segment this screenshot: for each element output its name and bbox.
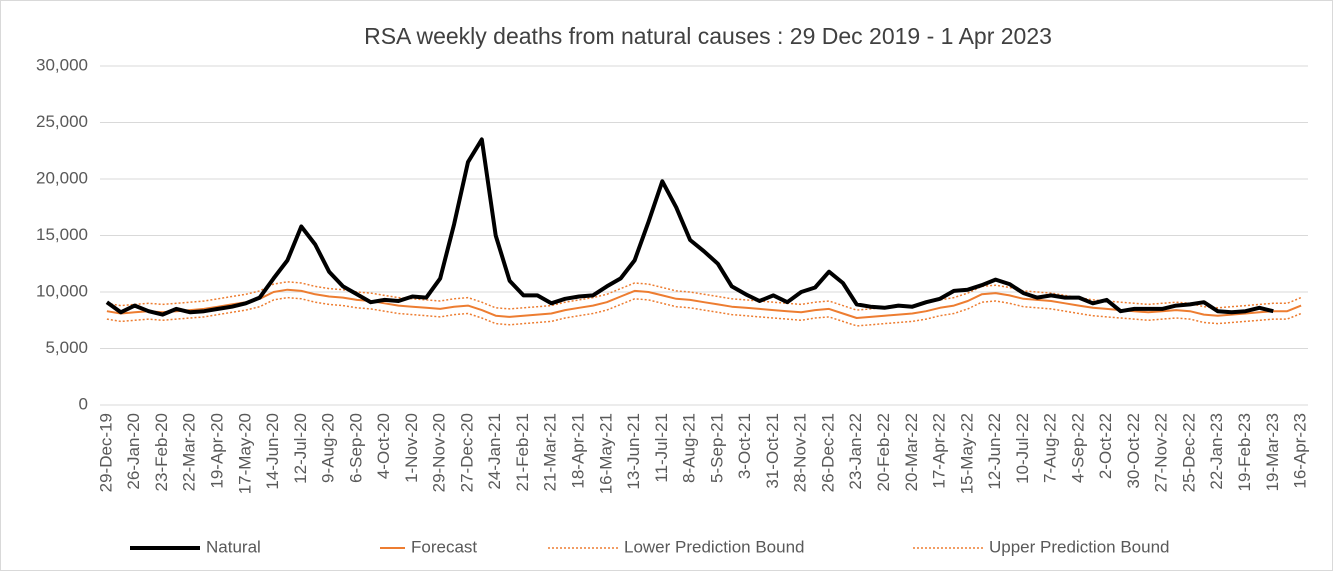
x-tick-label: 14-Jun-20: [263, 413, 282, 490]
y-tick-label: 20,000: [36, 168, 88, 187]
x-tick-label: 23-Feb-20: [152, 413, 171, 491]
series-line: [105, 137, 1274, 317]
x-tick-label: 26-Dec-21: [818, 413, 837, 492]
x-tick-label: 4-Sep-22: [1068, 413, 1087, 483]
x-tick-label: 12-Jul-20: [291, 413, 310, 484]
x-tick-label: 19-Apr-20: [208, 413, 227, 489]
x-tick-label: 21-Mar-21: [541, 413, 560, 491]
x-tick-label: 21-Feb-21: [513, 413, 532, 491]
x-tick-label: 2-Oct-22: [1096, 413, 1115, 479]
x-tick-label: 27-Dec-20: [457, 413, 476, 492]
x-tick-label: 29-Dec-19: [96, 413, 115, 492]
x-tick-label: 18-Apr-21: [569, 413, 588, 489]
x-tick-label: 16-May-21: [596, 413, 615, 494]
x-tick-label: 16-Apr-23: [1291, 413, 1310, 489]
legend-label: Lower Prediction Bound: [624, 537, 805, 556]
y-tick-label: 30,000: [36, 55, 88, 74]
x-tick-label: 17-Apr-22: [930, 413, 949, 489]
x-tick-label: 7-Aug-22: [1041, 413, 1060, 483]
y-tick-label: 10,000: [36, 281, 88, 300]
series-line: [106, 288, 1302, 319]
legend-label: Upper Prediction Bound: [989, 537, 1170, 556]
x-tick-label: 9-Aug-20: [319, 413, 338, 483]
x-tick-label: 3-Oct-21: [735, 413, 754, 479]
x-tick-label: 24-Jan-21: [485, 413, 504, 490]
x-tick-label: 6-Sep-20: [346, 413, 365, 483]
x-tick-label: 8-Aug-21: [680, 413, 699, 483]
x-tick-label: 26-Jan-20: [124, 413, 143, 490]
x-tick-label: 30-Oct-22: [1124, 413, 1143, 489]
x-tick-label: 28-Nov-21: [791, 413, 810, 492]
y-tick-label: 25,000: [36, 112, 88, 131]
x-tick-label: 13-Jun-21: [624, 413, 643, 490]
x-tick-label: 5-Sep-21: [707, 413, 726, 483]
x-tick-label: 23-Jan-22: [846, 413, 865, 490]
x-tick-label: 20-Feb-22: [874, 413, 893, 491]
x-tick-label: 10-Jul-22: [1013, 413, 1032, 484]
y-tick-label: 5,000: [45, 338, 88, 357]
series-line: [106, 296, 1302, 327]
y-tick-label: 15,000: [36, 225, 88, 244]
x-tick-label: 15-May-22: [957, 413, 976, 494]
x-tick-label: 25-Dec-22: [1179, 413, 1198, 492]
legend-label: Natural: [206, 537, 261, 556]
legend-label: Forecast: [411, 537, 477, 556]
x-tick-label: 12-Jun-22: [985, 413, 1004, 490]
x-tick-label: 4-Oct-20: [374, 413, 393, 479]
y-tick-label: 0: [79, 394, 88, 413]
x-tick-label: 11-Jul-21: [652, 413, 671, 483]
x-tick-label: 22-Mar-20: [180, 413, 199, 491]
x-tick-label: 29-Nov-20: [430, 413, 449, 492]
x-tick-label: 19-Mar-23: [1263, 413, 1282, 491]
x-tick-label: 31-Oct-21: [763, 413, 782, 489]
x-tick-label: 27-Nov-22: [1152, 413, 1171, 492]
x-tick-label: 19-Feb-23: [1235, 413, 1254, 491]
chart-title: RSA weekly deaths from natural causes : …: [364, 23, 1052, 49]
x-tick-label: 22-Jan-23: [1207, 413, 1226, 490]
x-tick-label: 17-May-20: [235, 413, 254, 494]
x-tick-label: 1-Nov-20: [402, 413, 421, 483]
x-tick-label: 20-Mar-22: [902, 413, 921, 491]
